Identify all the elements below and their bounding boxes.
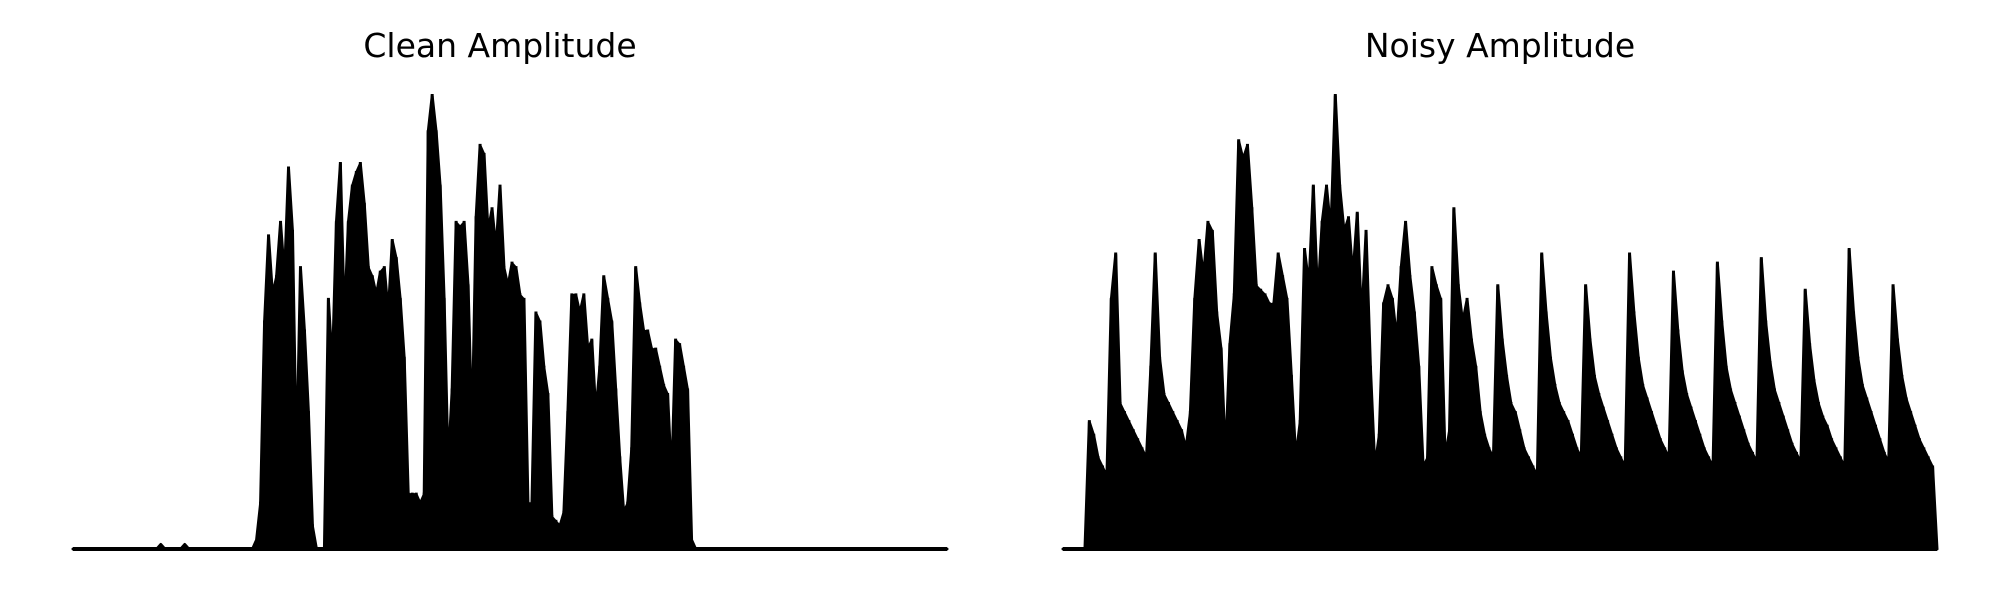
chart-title: Clean Amplitude [363, 26, 637, 65]
clean-amplitude-chart: Clean Amplitude [71, 26, 949, 551]
clean-amplitude-plot [71, 94, 949, 551]
waveform-series [71, 94, 949, 551]
noisy-amplitude-plot [1061, 94, 1939, 551]
chart-title: Noisy Amplitude [1364, 26, 1636, 65]
noisy-amplitude-chart: Noisy Amplitude [1000, 0, 2000, 600]
